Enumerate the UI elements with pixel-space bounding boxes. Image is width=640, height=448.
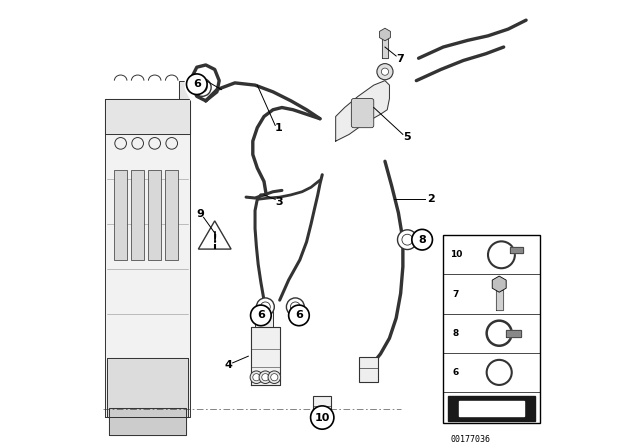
Polygon shape	[255, 311, 273, 327]
Bar	[148, 170, 161, 260]
Polygon shape	[459, 401, 524, 416]
Text: 8: 8	[419, 235, 426, 245]
Bar	[115, 170, 127, 260]
Circle shape	[251, 305, 271, 326]
Text: 6: 6	[295, 310, 303, 320]
Polygon shape	[506, 330, 521, 337]
Polygon shape	[495, 290, 503, 310]
Text: 6: 6	[257, 310, 265, 320]
Text: 2: 2	[428, 194, 435, 204]
Circle shape	[250, 371, 262, 383]
Circle shape	[257, 298, 275, 316]
Text: 7: 7	[396, 54, 404, 64]
Circle shape	[412, 229, 433, 250]
Polygon shape	[109, 408, 186, 435]
Bar	[443, 235, 540, 423]
Circle shape	[253, 374, 260, 381]
Polygon shape	[382, 38, 388, 58]
Polygon shape	[509, 247, 523, 253]
Text: 4: 4	[224, 360, 232, 370]
Bar	[358, 357, 378, 382]
Text: 1: 1	[275, 123, 282, 133]
Text: 8: 8	[452, 329, 459, 338]
Circle shape	[262, 374, 269, 381]
Circle shape	[193, 78, 211, 96]
Circle shape	[310, 406, 334, 429]
Text: 00177036: 00177036	[450, 435, 490, 444]
Polygon shape	[105, 99, 190, 417]
Bar	[314, 396, 332, 419]
Circle shape	[271, 374, 278, 381]
Text: 6: 6	[193, 79, 201, 89]
Circle shape	[289, 305, 309, 326]
Polygon shape	[336, 81, 389, 141]
Text: 6: 6	[452, 368, 459, 377]
Text: 10: 10	[449, 250, 462, 259]
Text: !: !	[212, 234, 217, 244]
Polygon shape	[448, 396, 535, 421]
Circle shape	[259, 371, 271, 383]
Circle shape	[377, 64, 393, 80]
Text: 7: 7	[452, 289, 459, 298]
Circle shape	[397, 230, 417, 250]
Polygon shape	[251, 327, 280, 385]
Text: 3: 3	[275, 198, 283, 207]
Circle shape	[287, 298, 305, 316]
Bar	[165, 170, 178, 260]
Polygon shape	[198, 221, 231, 249]
Polygon shape	[105, 81, 190, 134]
Text: 9: 9	[196, 209, 204, 219]
Bar	[131, 170, 144, 260]
Text: 10: 10	[314, 413, 330, 422]
Circle shape	[381, 68, 388, 75]
Text: 5: 5	[404, 132, 411, 142]
Polygon shape	[108, 358, 188, 417]
Circle shape	[268, 371, 280, 383]
FancyBboxPatch shape	[351, 99, 374, 128]
Circle shape	[186, 74, 207, 95]
